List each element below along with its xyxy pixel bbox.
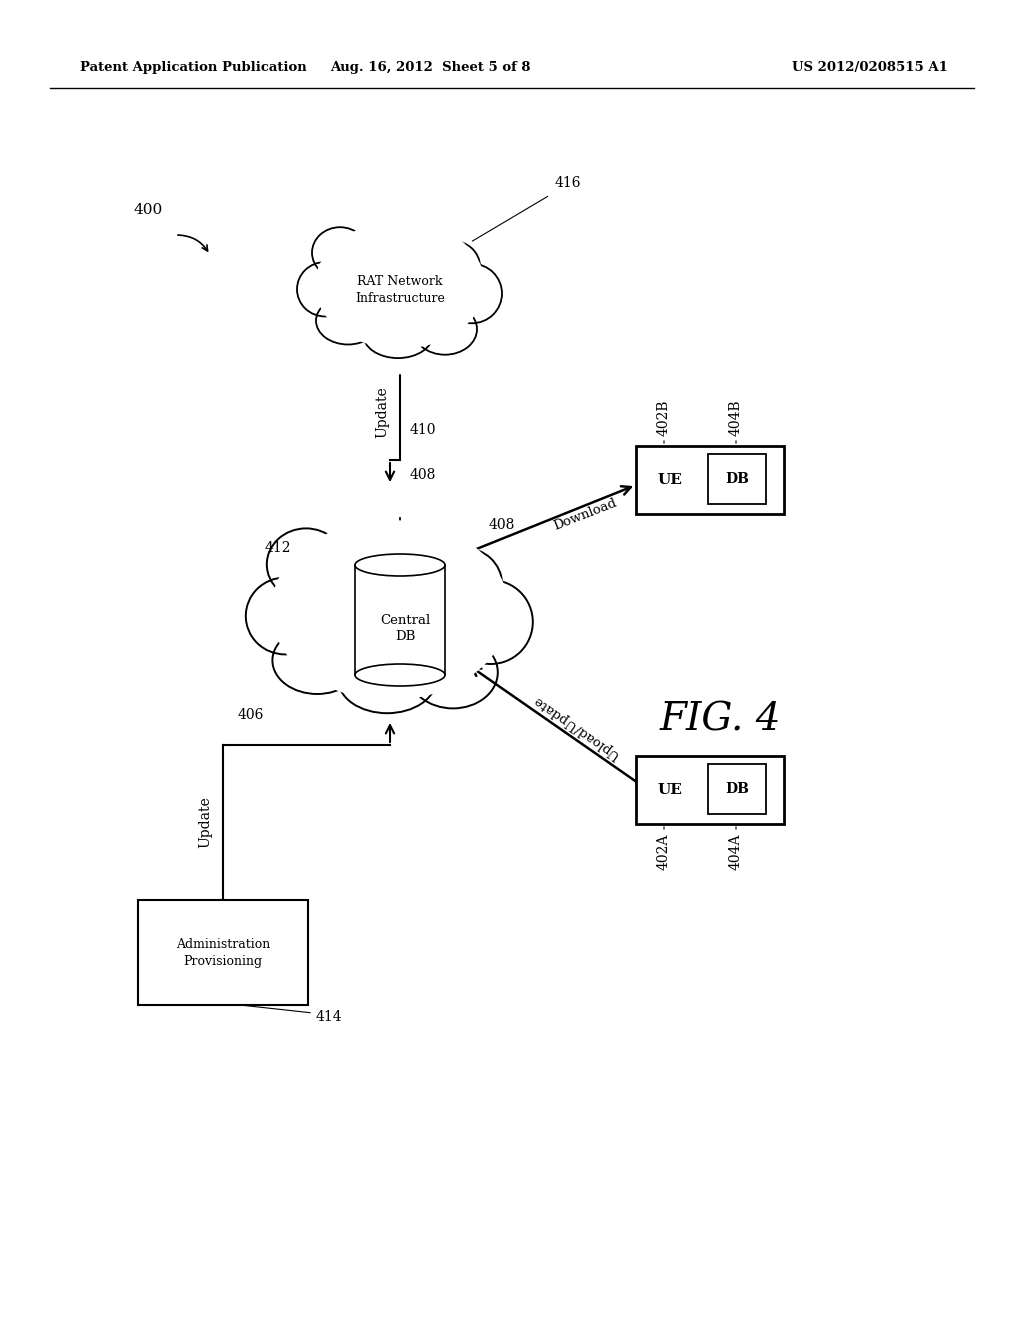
FancyBboxPatch shape bbox=[708, 764, 766, 814]
Text: FIG. 4: FIG. 4 bbox=[659, 701, 780, 738]
Text: Update: Update bbox=[375, 387, 389, 438]
Ellipse shape bbox=[409, 636, 498, 709]
Ellipse shape bbox=[442, 264, 502, 323]
Ellipse shape bbox=[338, 645, 436, 713]
FancyBboxPatch shape bbox=[636, 446, 784, 513]
Text: Upload/Update: Upload/Update bbox=[530, 693, 622, 762]
Text: 408: 408 bbox=[410, 469, 436, 482]
FancyBboxPatch shape bbox=[708, 454, 766, 504]
Ellipse shape bbox=[271, 520, 509, 700]
Text: Central
DB: Central DB bbox=[380, 614, 430, 643]
Text: 408: 408 bbox=[489, 517, 515, 532]
Ellipse shape bbox=[449, 579, 532, 664]
Ellipse shape bbox=[424, 240, 480, 292]
Text: 410: 410 bbox=[410, 422, 436, 437]
Text: 404B: 404B bbox=[729, 400, 743, 436]
Ellipse shape bbox=[297, 263, 353, 317]
Ellipse shape bbox=[315, 222, 485, 348]
Text: 416: 416 bbox=[555, 176, 582, 190]
Text: 400: 400 bbox=[133, 203, 163, 216]
Ellipse shape bbox=[246, 578, 325, 655]
Ellipse shape bbox=[413, 304, 477, 355]
Text: 412: 412 bbox=[265, 541, 292, 554]
Text: 402A: 402A bbox=[657, 834, 671, 870]
Text: RAT Network
Infrastructure: RAT Network Infrastructure bbox=[355, 275, 445, 305]
Text: Update: Update bbox=[198, 797, 212, 849]
Text: 402B: 402B bbox=[657, 400, 671, 436]
Ellipse shape bbox=[362, 525, 446, 603]
Text: UE: UE bbox=[657, 783, 682, 797]
Text: Aug. 16, 2012  Sheet 5 of 8: Aug. 16, 2012 Sheet 5 of 8 bbox=[330, 62, 530, 74]
Ellipse shape bbox=[295, 195, 505, 375]
Text: Administration
Provisioning: Administration Provisioning bbox=[176, 937, 270, 968]
Text: DB: DB bbox=[725, 781, 749, 796]
Ellipse shape bbox=[333, 234, 397, 293]
Ellipse shape bbox=[296, 539, 386, 622]
Text: Patent Application Publication: Patent Application Publication bbox=[80, 62, 307, 74]
Text: 406: 406 bbox=[238, 708, 264, 722]
FancyBboxPatch shape bbox=[355, 565, 445, 675]
Ellipse shape bbox=[355, 554, 445, 576]
Text: UE: UE bbox=[657, 473, 682, 487]
FancyBboxPatch shape bbox=[636, 756, 784, 824]
Text: 414: 414 bbox=[316, 1010, 343, 1024]
Text: 404A: 404A bbox=[729, 834, 743, 870]
Text: US 2012/0208515 A1: US 2012/0208515 A1 bbox=[792, 62, 948, 74]
Ellipse shape bbox=[355, 664, 445, 686]
Ellipse shape bbox=[272, 627, 362, 694]
Ellipse shape bbox=[267, 528, 345, 601]
Text: Download: Download bbox=[552, 496, 618, 533]
Ellipse shape bbox=[316, 297, 380, 345]
Ellipse shape bbox=[380, 226, 440, 280]
Ellipse shape bbox=[312, 227, 368, 279]
Ellipse shape bbox=[362, 310, 433, 358]
FancyBboxPatch shape bbox=[138, 900, 308, 1005]
Ellipse shape bbox=[243, 484, 537, 737]
Text: DB: DB bbox=[725, 473, 749, 486]
Ellipse shape bbox=[424, 548, 502, 619]
